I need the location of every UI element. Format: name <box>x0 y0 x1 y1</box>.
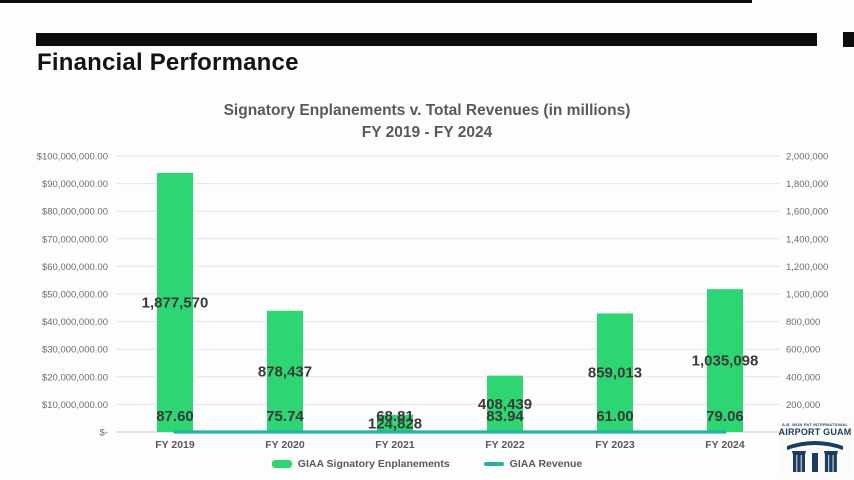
latte-stone-gate-icon <box>787 441 843 472</box>
chart-legend: GIAA Signatory Enplanements GIAA Revenue <box>0 458 854 470</box>
y-axis-left-tick: $20,000,000.00 <box>42 372 108 383</box>
y-axis-right-tick: 400,000 <box>786 372 820 383</box>
x-axis-label: FY 2019 <box>155 439 195 451</box>
heading-divider-bar <box>36 33 817 46</box>
bar-data-label: 1,035,098 <box>692 353 759 370</box>
bar-enplanements <box>487 375 523 432</box>
line-swatch-icon <box>483 462 504 466</box>
logo-text-main: AIRPORT GUAM <box>778 427 852 437</box>
x-axis-label: FY 2020 <box>265 439 305 451</box>
x-axis-label: FY 2024 <box>705 439 745 451</box>
y-axis-left-tick: $80,000,000.00 <box>42 207 108 218</box>
legend-item-revenue: GIAA Revenue <box>483 458 583 470</box>
bar-data-label: 1,877,570 <box>142 294 209 311</box>
logo-text-small: A.B. WON PAT INTERNATIONAL <box>781 422 849 427</box>
y-axis-right-tick: 1,600,000 <box>786 207 828 218</box>
x-axis-label: FY 2023 <box>595 439 635 451</box>
line-data-label: 75.74 <box>266 408 304 425</box>
y-axis-left-tick: $70,000,000.00 <box>42 234 108 245</box>
top-border-strip <box>0 0 752 3</box>
bar-data-label: 878,437 <box>258 363 312 380</box>
right-edge-bar-fragment <box>843 32 854 47</box>
line-data-label: 61.00 <box>596 408 634 425</box>
bar-enplanements <box>157 172 193 433</box>
x-axis-label: FY 2022 <box>485 439 525 451</box>
y-axis-left-tick: $30,000,000.00 <box>42 345 108 356</box>
y-axis-left-tick: $90,000,000.00 <box>42 179 108 190</box>
y-axis-right-tick: 600,000 <box>786 345 820 356</box>
y-axis-right-tick: 200,000 <box>786 400 820 411</box>
y-axis-left-tick: $60,000,000.00 <box>42 262 108 273</box>
line-data-label: 83.94 <box>486 408 524 425</box>
y-axis-right-tick: 1,000,000 <box>786 290 828 301</box>
legend-item-enplanements: GIAA Signatory Enplanements <box>271 458 450 470</box>
legend-label-enplanements: GIAA Signatory Enplanements <box>297 458 450 470</box>
y-axis-right-tick: 1,800,000 <box>786 179 828 190</box>
chart-title: Signatory Enplanements v. Total Revenues… <box>0 100 854 144</box>
y-axis-left-tick: $40,000,000.00 <box>42 317 108 328</box>
y-axis-right-tick: 2,000,000 <box>786 152 828 163</box>
y-axis-left-tick: $100,000,000.00 <box>37 152 108 163</box>
airport-guam-logo: A.B. WON PAT INTERNATIONAL AIRPORT GUAM <box>779 419 851 477</box>
bar-data-label: 859,013 <box>588 365 642 382</box>
y-axis-right-tick: 1,400,000 <box>786 234 828 245</box>
legend-label-revenue: GIAA Revenue <box>509 458 583 470</box>
chart-title-line2: FY 2019 - FY 2024 <box>361 124 493 141</box>
y-axis-right-tick: 1,200,000 <box>786 262 828 273</box>
y-axis-left-tick: $50,000,000.00 <box>42 290 108 301</box>
bar-data-label: 124,828 <box>368 415 422 432</box>
bar-data-label: 408,439 <box>478 396 532 413</box>
y-axis-left-tick: $- <box>100 428 108 439</box>
chart-title-line1: Signatory Enplanements v. Total Revenues… <box>223 102 631 119</box>
page-title: Financial Performance <box>37 49 299 76</box>
line-data-label: 79.06 <box>706 408 744 425</box>
bar-enplanements <box>597 313 633 432</box>
x-axis-label: FY 2021 <box>375 439 415 451</box>
line-data-label: 68.81 <box>376 408 414 425</box>
bar-enplanements <box>707 289 743 432</box>
y-axis-right-tick: 800,000 <box>786 317 820 328</box>
bar-swatch-icon <box>271 460 292 468</box>
y-axis-left-tick: $10,000,000.00 <box>42 400 108 411</box>
bar-enplanements <box>377 414 413 432</box>
bar-enplanements <box>267 310 303 432</box>
line-data-label: 87.60 <box>156 408 194 425</box>
